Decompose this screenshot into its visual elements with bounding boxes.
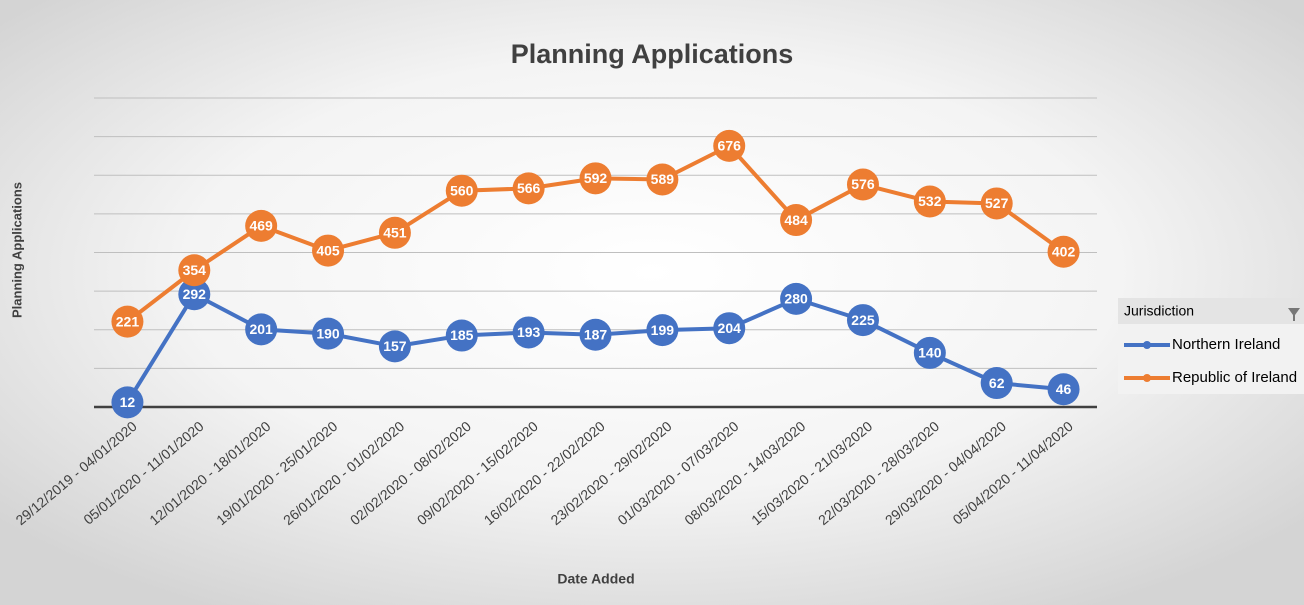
data-point bbox=[312, 234, 345, 267]
data-label: 527 bbox=[985, 195, 1009, 211]
data-point bbox=[913, 185, 946, 218]
data-point bbox=[780, 282, 813, 315]
y-axis-label: Planning Applications bbox=[9, 182, 24, 318]
data-label: 193 bbox=[517, 324, 541, 340]
data-point bbox=[178, 278, 211, 311]
data-label: 221 bbox=[116, 313, 140, 329]
data-point bbox=[1047, 235, 1080, 268]
legend-marker bbox=[1143, 341, 1151, 349]
x-axis-label: Date Added bbox=[557, 571, 634, 587]
data-label: 676 bbox=[718, 138, 742, 154]
data-point bbox=[178, 254, 211, 287]
data-point bbox=[245, 209, 278, 242]
data-point bbox=[713, 312, 746, 345]
data-point bbox=[445, 174, 478, 207]
legend-marker bbox=[1143, 374, 1151, 382]
data-label: 140 bbox=[918, 345, 942, 361]
data-point bbox=[111, 386, 144, 419]
data-point bbox=[378, 330, 411, 363]
data-label: 532 bbox=[918, 193, 942, 209]
data-label: 201 bbox=[249, 321, 273, 337]
legend-label: Northern Ireland bbox=[1172, 336, 1280, 353]
data-label: 402 bbox=[1052, 243, 1076, 259]
data-point bbox=[780, 204, 813, 237]
data-point bbox=[980, 367, 1013, 400]
data-label: 187 bbox=[584, 326, 608, 342]
data-point bbox=[512, 316, 545, 349]
data-label: 185 bbox=[450, 327, 474, 343]
data-point bbox=[111, 305, 144, 338]
data-point bbox=[579, 318, 612, 351]
data-label: 292 bbox=[183, 286, 207, 302]
data-label: 566 bbox=[517, 180, 541, 196]
data-label: 46 bbox=[1056, 381, 1072, 397]
data-point bbox=[646, 163, 679, 196]
data-point bbox=[579, 162, 612, 195]
data-point bbox=[980, 187, 1013, 220]
data-point bbox=[312, 317, 345, 350]
data-point bbox=[713, 129, 746, 162]
data-point bbox=[245, 313, 278, 346]
data-label: 469 bbox=[249, 218, 273, 234]
data-label: 560 bbox=[450, 182, 474, 198]
data-label: 589 bbox=[651, 171, 675, 187]
data-label: 592 bbox=[584, 170, 608, 186]
data-label: 576 bbox=[851, 176, 875, 192]
data-label: 157 bbox=[383, 338, 407, 354]
filter-button[interactable] bbox=[1288, 308, 1300, 321]
data-point bbox=[512, 172, 545, 205]
legend-label: Republic of Ireland bbox=[1172, 369, 1297, 386]
data-label: 280 bbox=[784, 291, 808, 307]
data-point bbox=[846, 168, 879, 201]
data-point bbox=[445, 319, 478, 352]
data-label: 451 bbox=[383, 225, 407, 241]
chart-title: Planning Applications bbox=[511, 39, 794, 69]
data-label: 405 bbox=[316, 242, 340, 258]
data-label: 204 bbox=[718, 320, 742, 336]
data-label: 354 bbox=[183, 262, 207, 278]
data-label: 12 bbox=[120, 394, 136, 410]
data-label: 190 bbox=[316, 325, 340, 341]
data-point bbox=[913, 336, 946, 369]
data-label: 62 bbox=[989, 375, 1005, 391]
data-point bbox=[846, 304, 879, 337]
data-point bbox=[1047, 373, 1080, 406]
data-point bbox=[378, 216, 411, 249]
legend-header bbox=[1118, 298, 1304, 324]
data-label: 225 bbox=[851, 312, 875, 328]
data-label: 199 bbox=[651, 322, 675, 338]
data-label: 484 bbox=[784, 212, 808, 228]
legend-title: Jurisdiction bbox=[1124, 303, 1194, 319]
data-point bbox=[646, 314, 679, 347]
